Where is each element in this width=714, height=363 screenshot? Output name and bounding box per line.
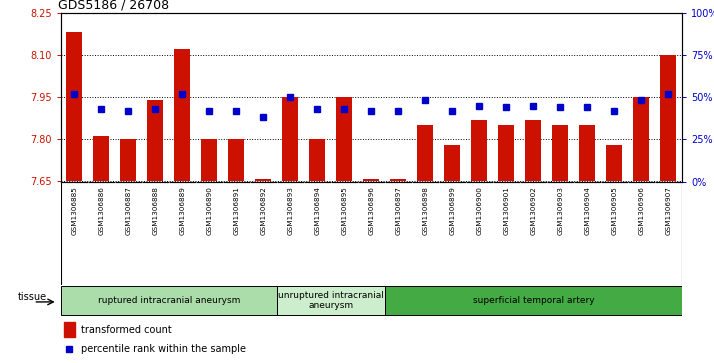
Bar — [633, 97, 650, 182]
Text: GSM1306890: GSM1306890 — [206, 185, 212, 234]
Bar — [66, 32, 82, 182]
Text: GSM1306900: GSM1306900 — [476, 185, 483, 234]
Text: GSM1306906: GSM1306906 — [638, 185, 644, 234]
Text: GSM1306892: GSM1306892 — [260, 185, 266, 234]
Text: GSM1306889: GSM1306889 — [179, 185, 185, 234]
Bar — [201, 139, 217, 182]
Text: GDS5186 / 26708: GDS5186 / 26708 — [58, 0, 169, 12]
Text: GSM1306891: GSM1306891 — [233, 185, 239, 234]
Text: GSM1306907: GSM1306907 — [665, 185, 671, 234]
Text: GSM1306904: GSM1306904 — [584, 185, 590, 234]
Bar — [417, 125, 433, 182]
Text: GSM1306905: GSM1306905 — [611, 185, 618, 234]
Text: GSM1306901: GSM1306901 — [503, 185, 509, 234]
Text: GSM1306888: GSM1306888 — [152, 185, 159, 234]
Bar — [228, 139, 244, 182]
Text: GSM1306903: GSM1306903 — [558, 185, 563, 234]
Bar — [606, 145, 623, 182]
Bar — [64, 322, 75, 338]
Bar — [93, 136, 109, 182]
Text: tissue: tissue — [19, 292, 47, 302]
Bar — [309, 139, 326, 182]
Text: superficial temporal artery: superficial temporal artery — [473, 296, 594, 305]
Text: GSM1306899: GSM1306899 — [449, 185, 456, 234]
Text: GSM1306902: GSM1306902 — [531, 185, 536, 234]
Bar — [147, 100, 164, 182]
Text: GSM1306894: GSM1306894 — [314, 185, 321, 234]
Text: GSM1306886: GSM1306886 — [99, 185, 104, 234]
Bar — [498, 125, 514, 182]
Bar — [385, 286, 682, 315]
Bar — [282, 97, 298, 182]
Bar — [120, 139, 136, 182]
Bar — [526, 119, 541, 182]
Bar — [660, 55, 676, 182]
Bar — [61, 286, 277, 315]
Text: transformed count: transformed count — [81, 325, 171, 335]
Text: percentile rank within the sample: percentile rank within the sample — [81, 344, 246, 354]
Bar — [363, 179, 379, 182]
Text: ruptured intracranial aneurysm: ruptured intracranial aneurysm — [98, 296, 240, 305]
Text: GSM1306898: GSM1306898 — [422, 185, 428, 234]
Text: unruptured intracranial
aneurysm: unruptured intracranial aneurysm — [278, 291, 383, 310]
Bar — [579, 125, 595, 182]
Bar — [336, 97, 353, 182]
Bar — [277, 286, 385, 315]
Bar — [390, 179, 406, 182]
Text: GSM1306893: GSM1306893 — [287, 185, 293, 234]
Text: GSM1306885: GSM1306885 — [71, 185, 77, 234]
Text: GSM1306887: GSM1306887 — [125, 185, 131, 234]
Bar — [255, 179, 271, 182]
Bar — [444, 145, 461, 182]
Bar — [471, 119, 488, 182]
Bar — [174, 49, 191, 182]
Bar — [552, 125, 568, 182]
Text: GSM1306897: GSM1306897 — [396, 185, 401, 234]
Text: GSM1306896: GSM1306896 — [368, 185, 374, 234]
Text: GSM1306895: GSM1306895 — [341, 185, 347, 234]
